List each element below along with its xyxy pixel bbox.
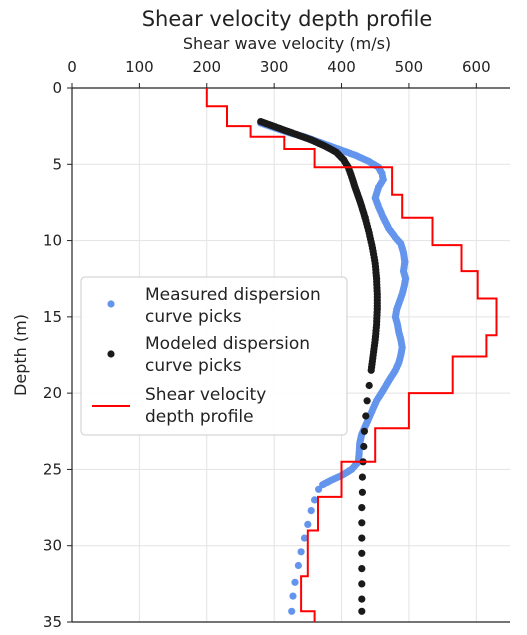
x-tick-label: 300 [260,58,289,76]
y-tick-label: 20 [43,384,62,402]
legend-label-profile-line1: Shear velocity [145,385,266,405]
data-point [315,485,323,493]
legend-marker-measured [107,300,115,308]
y-tick-label: 25 [43,460,62,478]
data-point [289,592,297,600]
series-profile-line [205,88,498,622]
legend-label-modeled-line2: curve picks [145,356,242,376]
data-point [358,549,366,557]
y-tick-label: 0 [52,79,62,97]
y-tick-label: 30 [43,537,62,555]
data-point [358,580,366,588]
legend-label-measured-line2: curve picks [145,307,242,327]
legend-label-measured-line1: Measured dispersion [145,285,321,305]
legend: Measured dispersion curve picks Modeled … [80,276,348,436]
y-axis-ticks: 0 5 10 15 20 25 30 35 [43,79,72,631]
data-point [300,534,309,542]
legend-label-modeled-line1: Modeled dispersion [145,334,310,354]
legend-label-profile: Shear velocity depth profile [145,385,272,427]
series-modeled-points [257,118,381,615]
data-point [360,442,368,451]
data-point [367,366,375,374]
x-axis-ticks: 0 100 200 300 400 500 600 [67,58,491,88]
legend-label-measured: Measured dispersion curve picks [145,285,326,327]
x-axis-label: Shear wave velocity (m/s) [183,34,391,53]
series [205,88,498,622]
data-point [358,488,366,496]
data-point [291,578,299,586]
data-point [358,534,366,542]
x-tick-label: 0 [67,58,77,76]
y-tick-label: 5 [52,155,62,173]
legend-frame [80,276,348,436]
data-point [358,565,366,573]
data-point [360,427,368,435]
data-point [365,381,373,390]
legend-label-profile-line2: depth profile [145,407,254,427]
data-point [358,595,366,603]
y-tick-label: 15 [43,308,62,326]
data-point [363,397,371,405]
x-tick-label: 500 [395,58,424,76]
y-tick-label: 10 [43,232,62,250]
data-point [311,496,319,504]
legend-marker-modeled [107,350,115,358]
data-point [362,412,370,420]
x-tick-label: 400 [327,58,356,76]
series-measured-points [257,119,410,615]
data-point [307,507,315,515]
data-point [358,607,366,615]
x-tick-label: 600 [462,58,491,76]
data-point [288,607,296,615]
data-point [319,481,327,489]
data-point [358,519,366,527]
legend-label-modeled: Modeled dispersion curve picks [145,334,315,376]
x-tick-label: 100 [125,58,154,76]
y-tick-label: 35 [43,613,62,631]
data-point [358,504,366,512]
data-point [358,473,366,481]
data-point [294,561,302,570]
data-point [297,548,305,556]
chart-title: Shear velocity depth profile [142,7,433,31]
data-point [304,520,312,529]
x-tick-label: 200 [192,58,221,76]
y-axis-label: Depth (m) [11,314,30,396]
